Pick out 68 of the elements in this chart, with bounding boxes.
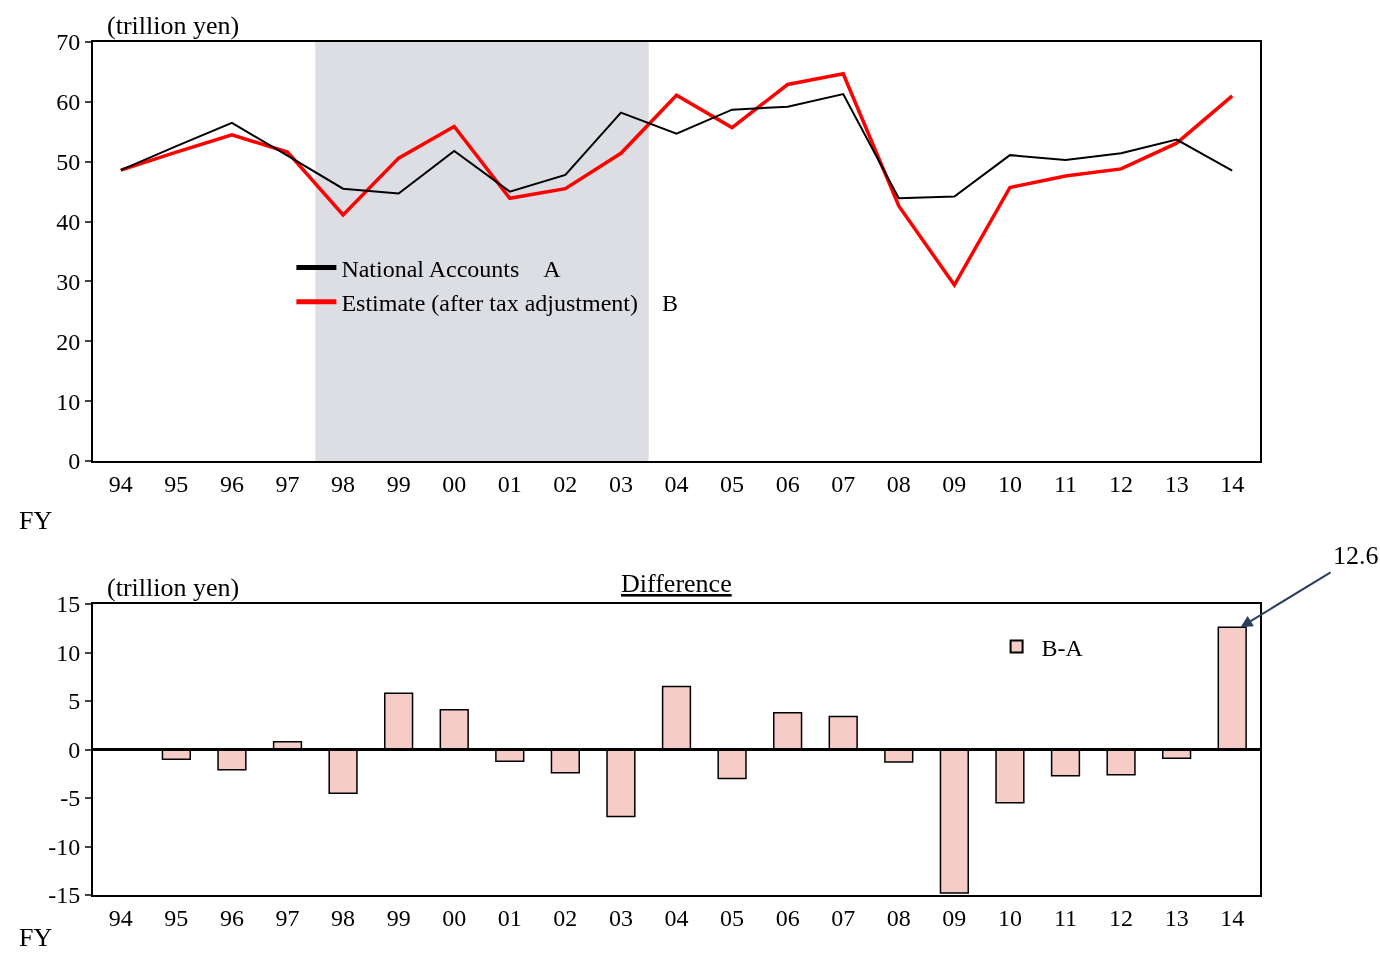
y-tick-label: 5 xyxy=(68,688,81,715)
x-tick-label: 12 xyxy=(1109,470,1134,497)
legend-label: B-A xyxy=(1041,634,1084,661)
x-tick-label: 98 xyxy=(331,904,356,931)
y-tick-label: 70 xyxy=(56,29,81,56)
x-tick-label: 10 xyxy=(997,470,1022,497)
y-tick-label: 10 xyxy=(56,639,81,666)
y-tick-label: 0 xyxy=(68,448,81,475)
x-tick-label: 02 xyxy=(553,470,578,497)
y-tick-label: 0 xyxy=(68,736,81,763)
x-tick-label: 94 xyxy=(108,904,133,931)
y-tick-label: 60 xyxy=(56,89,81,116)
x-tick-label: 96 xyxy=(219,904,244,931)
x-tick-label: 13 xyxy=(1164,470,1189,497)
x-tick-label: 14 xyxy=(1220,904,1245,931)
x-tick-label: 04 xyxy=(664,904,689,931)
y-tick-label: 40 xyxy=(56,208,81,235)
y-tick-label: 20 xyxy=(56,328,81,355)
y-tick-label: 10 xyxy=(56,388,81,415)
y-tick-label: 30 xyxy=(56,268,81,295)
chart-title: Difference xyxy=(621,569,732,598)
x-tick-label: 94 xyxy=(108,470,133,497)
y-tick-label: -10 xyxy=(48,833,81,860)
x-tick-label: 01 xyxy=(497,470,522,497)
x-tick-label: 06 xyxy=(775,904,800,931)
annotation: 12.6 xyxy=(1333,541,1379,570)
x-axis-title: FY xyxy=(19,506,53,535)
x-tick-label: 04 xyxy=(664,470,689,497)
x-tick-label: 07 xyxy=(831,470,856,497)
y-tick-label: 15 xyxy=(56,591,81,618)
x-tick-label: 02 xyxy=(553,904,578,931)
x-tick-label: 99 xyxy=(386,470,411,497)
x-tick-label: 00 xyxy=(442,470,467,497)
x-tick-label: 95 xyxy=(164,904,189,931)
x-tick-label: 03 xyxy=(608,904,633,931)
x-tick-label: 11 xyxy=(1053,470,1078,497)
x-tick-label: 98 xyxy=(331,470,356,497)
x-tick-label: 08 xyxy=(886,470,911,497)
x-tick-label: 13 xyxy=(1164,904,1189,931)
y-axis-title: (trillion yen) xyxy=(107,573,240,602)
x-tick-label: 05 xyxy=(720,904,745,931)
line-series xyxy=(119,71,1234,287)
x-tick-label: 05 xyxy=(720,470,745,497)
x-tick-label: 95 xyxy=(164,470,189,497)
y-tick-label: 50 xyxy=(56,149,81,176)
x-tick-label: 03 xyxy=(608,470,633,497)
x-tick-label: 06 xyxy=(775,470,800,497)
y-axis-title: (trillion yen) xyxy=(107,11,240,40)
line-series xyxy=(119,93,1234,200)
x-tick-label: 10 xyxy=(997,904,1022,931)
x-tick-label: 09 xyxy=(942,904,967,931)
x-axis-title: FY xyxy=(19,923,53,952)
x-tick-label: 07 xyxy=(831,904,856,931)
y-tick-label: -15 xyxy=(48,882,81,909)
legend-label: Estimate (after tax adjustment) B xyxy=(341,290,678,317)
legend-label: National Accounts A xyxy=(341,255,562,282)
x-tick-label: 08 xyxy=(886,904,911,931)
x-tick-label: 97 xyxy=(275,904,300,931)
x-tick-label: 01 xyxy=(497,904,522,931)
x-tick-label: 97 xyxy=(275,470,300,497)
x-tick-label: 12 xyxy=(1109,904,1134,931)
x-tick-label: 00 xyxy=(442,904,467,931)
x-tick-label: 96 xyxy=(219,470,244,497)
y-tick-label: -5 xyxy=(60,785,81,812)
x-tick-label: 99 xyxy=(386,904,411,931)
x-tick-label: 09 xyxy=(942,470,967,497)
x-tick-label: 11 xyxy=(1053,904,1078,931)
x-tick-label: 14 xyxy=(1220,470,1245,497)
